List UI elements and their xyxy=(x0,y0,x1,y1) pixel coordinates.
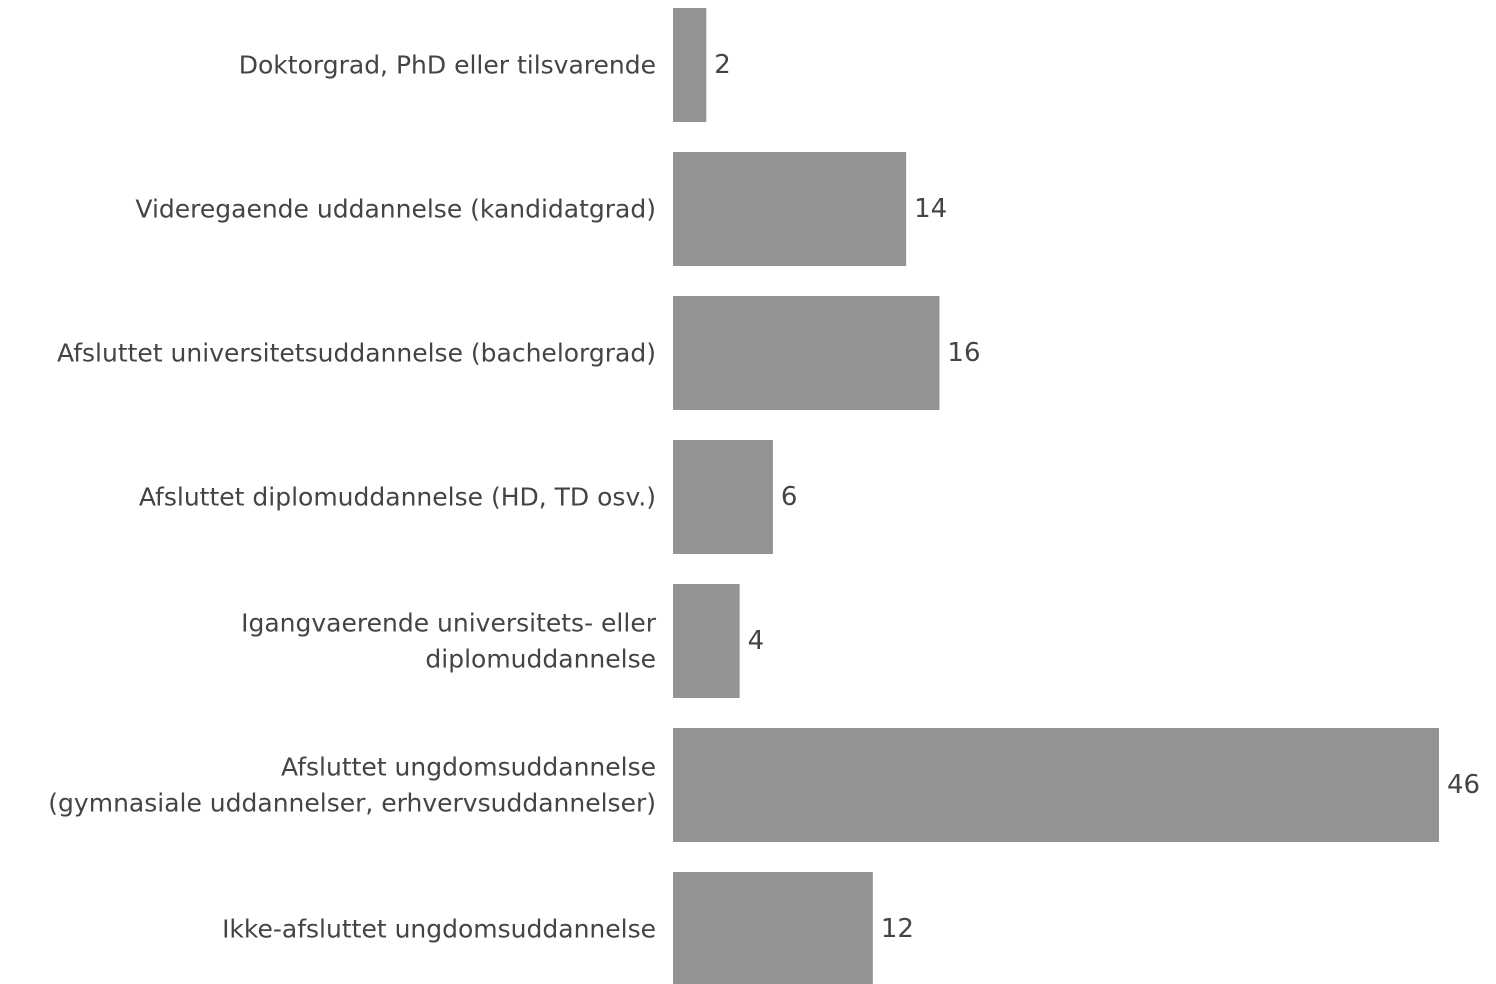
data-label: 14 xyxy=(914,194,947,224)
category-label: Afsluttet ungdomsuddannelse xyxy=(281,753,656,782)
bar xyxy=(673,728,1439,842)
category-label: Doktorgrad, PhD eller tilsvarende xyxy=(239,51,656,80)
bar xyxy=(673,872,873,984)
data-label: 16 xyxy=(947,338,980,368)
data-label: 2 xyxy=(714,50,731,80)
data-label: 46 xyxy=(1447,770,1480,800)
category-label: Igangvaerende universitets- eller xyxy=(241,609,657,638)
bar xyxy=(673,152,907,266)
category-label: diplomuddannelse xyxy=(425,645,656,674)
bar xyxy=(673,8,707,122)
bar xyxy=(673,440,773,554)
category-label: Afsluttet universitetsuddannelse (bachel… xyxy=(57,339,656,368)
category-labels-group: Doktorgrad, PhD eller tilsvarende Videreg… xyxy=(48,51,656,944)
data-label: 4 xyxy=(748,626,765,656)
bars-group xyxy=(673,8,1439,984)
data-label: 12 xyxy=(881,914,914,944)
bar xyxy=(673,584,740,698)
value-labels-group: 2 14 16 6 4 46 12 xyxy=(714,50,1480,944)
data-label: 6 xyxy=(781,482,798,512)
bar xyxy=(673,296,940,410)
category-label: Videregaende uddannelse (kandidatgrad) xyxy=(135,195,656,224)
category-label: Afsluttet diplomuddannelse (HD, TD osv.) xyxy=(139,483,656,512)
category-label: (gymnasiale uddannelser, erhvervsuddanne… xyxy=(48,789,656,818)
category-label: Ikke-afsluttet ungdomsuddannelse xyxy=(222,915,656,944)
